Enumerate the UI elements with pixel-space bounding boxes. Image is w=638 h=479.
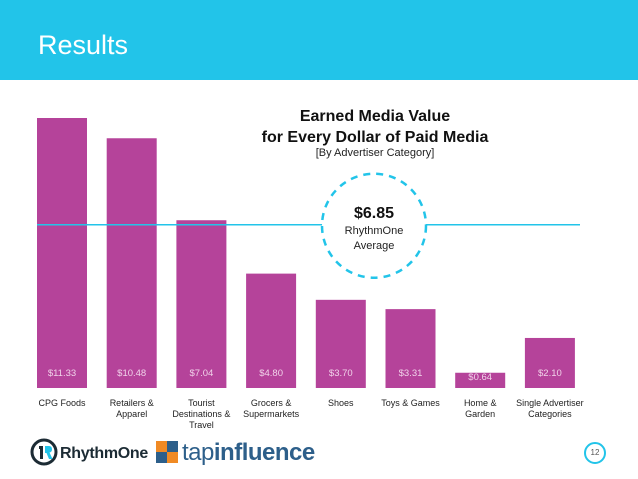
rhythmone-logo-icon <box>30 438 58 466</box>
category-label-5-0: Toys & Games <box>381 398 440 408</box>
earned-media-bar-chart: $11.33 CPG Foods $10.48 Retailers &Apparel $… <box>37 118 584 430</box>
bar-value-label-1: $10.48 <box>117 368 146 379</box>
category-label-2-0: Tourist <box>188 398 215 408</box>
category-label-3-0: Grocers & <box>251 398 292 408</box>
slide-header: Results <box>0 0 638 80</box>
page-number-badge: 12 <box>584 442 606 464</box>
bar-value-label-7: $2.10 <box>538 368 562 379</box>
bar-value-label-0: $11.33 <box>48 368 76 379</box>
average-callout-circle <box>320 172 428 280</box>
category-label-1-1: Apparel <box>116 409 147 419</box>
rhythmone-logo-text: RhythmOne <box>60 445 148 462</box>
bar-4 <box>315 299 366 388</box>
bar-value-label-3: $4.80 <box>259 368 283 379</box>
category-label-4-0: Shoes <box>328 398 354 408</box>
average-value-label: $6.85 <box>354 205 394 222</box>
category-label-6-0: Home & <box>464 398 497 408</box>
chart-title: Earned Media Value for Every Dollar of P… <box>230 106 520 148</box>
bar-3 <box>246 273 297 388</box>
tapinfluence-suffix: influence <box>213 439 315 466</box>
category-label-7-1: Categories <box>528 409 572 419</box>
chart-title-line-1: Earned Media Value <box>299 108 451 125</box>
bar-value-label-2: $7.04 <box>190 368 214 379</box>
category-label-2-2: Travel <box>189 420 214 430</box>
category-label-2-1: Destinations & <box>172 409 230 419</box>
bar-2 <box>176 220 227 388</box>
category-label-1-0: Retailers & <box>110 398 154 408</box>
tapinfluence-logo-text: tapinfluence <box>182 439 315 467</box>
bar-value-label-6: $0.64 <box>468 372 492 383</box>
bar-1 <box>106 138 157 388</box>
category-label-3-1: Supermarkets <box>243 409 300 419</box>
tapinfluence-prefix: tap <box>182 439 214 466</box>
bar-7 <box>524 337 575 388</box>
chart-title-line-2: for Every Dollar of Paid Media <box>261 129 489 146</box>
tapinfluence-logo-icon <box>156 441 178 463</box>
logo-bar: RhythmOne tapinfluence <box>30 436 330 470</box>
bar-0 <box>37 118 87 388</box>
chart-subtitle: [By Advertiser Category] <box>315 147 435 159</box>
average-label-line-0: RhythmOne <box>345 225 404 237</box>
average-label-line-1: Average <box>354 240 395 252</box>
bar-6 <box>455 372 506 388</box>
slide-title: Results <box>38 30 129 60</box>
category-label-0-0: CPG Foods <box>38 398 86 408</box>
bar-value-label-4: $3.70 <box>329 368 353 379</box>
bar-value-label-5: $3.31 <box>399 368 423 379</box>
category-label-6-1: Garden <box>465 409 495 419</box>
category-label-7-0: Single Advertiser <box>516 398 584 408</box>
bar-5 <box>385 309 436 388</box>
